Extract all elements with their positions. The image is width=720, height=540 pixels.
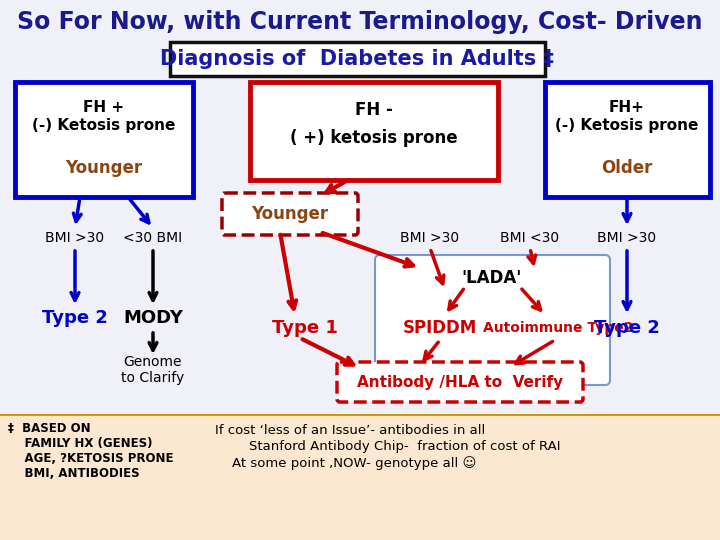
FancyBboxPatch shape bbox=[222, 193, 358, 235]
Text: Antibody /HLA to  Verify: Antibody /HLA to Verify bbox=[357, 375, 563, 389]
Text: Stanford Antibody Chip-  fraction of cost of RAI: Stanford Antibody Chip- fraction of cost… bbox=[215, 440, 560, 453]
Text: SPIDDM: SPIDDM bbox=[403, 319, 477, 337]
Text: Diagnosis of  Diabetes in Adults ‡: Diagnosis of Diabetes in Adults ‡ bbox=[160, 49, 554, 69]
Text: (-) Ketosis prone: (-) Ketosis prone bbox=[555, 118, 698, 133]
Text: So For Now, with Current Terminology, Cost- Driven: So For Now, with Current Terminology, Co… bbox=[17, 10, 703, 34]
Text: FAMILY HX (GENES): FAMILY HX (GENES) bbox=[8, 437, 153, 450]
Text: BMI <30: BMI <30 bbox=[500, 231, 559, 245]
FancyBboxPatch shape bbox=[337, 362, 583, 402]
Text: ‡  BASED ON: ‡ BASED ON bbox=[8, 422, 91, 435]
Text: FH +: FH + bbox=[84, 100, 125, 115]
Text: BMI >30: BMI >30 bbox=[400, 231, 459, 245]
Text: ( +) ketosis prone: ( +) ketosis prone bbox=[290, 129, 458, 147]
Text: Type 2: Type 2 bbox=[42, 309, 108, 327]
Text: Younger: Younger bbox=[66, 159, 143, 177]
FancyBboxPatch shape bbox=[170, 42, 545, 76]
Text: Genome
to Clarify: Genome to Clarify bbox=[122, 355, 184, 385]
Text: Autoimmune Type2: Autoimmune Type2 bbox=[482, 321, 634, 335]
FancyBboxPatch shape bbox=[545, 82, 710, 197]
Text: BMI >30: BMI >30 bbox=[598, 231, 657, 245]
FancyBboxPatch shape bbox=[375, 255, 610, 385]
Text: BMI, ANTIBODIES: BMI, ANTIBODIES bbox=[8, 467, 140, 480]
Text: Older: Older bbox=[601, 159, 653, 177]
FancyBboxPatch shape bbox=[250, 82, 498, 180]
Text: <30 BMI: <30 BMI bbox=[123, 231, 183, 245]
Text: FH -: FH - bbox=[355, 101, 393, 119]
Text: FH+: FH+ bbox=[609, 100, 645, 115]
Text: BMI >30: BMI >30 bbox=[45, 231, 104, 245]
FancyBboxPatch shape bbox=[0, 0, 720, 415]
Text: If cost ‘less of an Issue’- antibodies in all: If cost ‘less of an Issue’- antibodies i… bbox=[215, 424, 485, 437]
Text: (-) Ketosis prone: (-) Ketosis prone bbox=[32, 118, 176, 133]
Text: 'LADA': 'LADA' bbox=[462, 269, 522, 287]
Text: Type 1: Type 1 bbox=[272, 319, 338, 337]
Text: Younger: Younger bbox=[251, 205, 328, 223]
FancyBboxPatch shape bbox=[15, 82, 193, 197]
FancyBboxPatch shape bbox=[0, 415, 720, 540]
Text: Type 2: Type 2 bbox=[594, 319, 660, 337]
Text: AGE, ?KETOSIS PRONE: AGE, ?KETOSIS PRONE bbox=[8, 452, 174, 465]
Text: At some point ,NOW- genotype all ☺: At some point ,NOW- genotype all ☺ bbox=[215, 456, 477, 470]
Text: MODY: MODY bbox=[123, 309, 183, 327]
